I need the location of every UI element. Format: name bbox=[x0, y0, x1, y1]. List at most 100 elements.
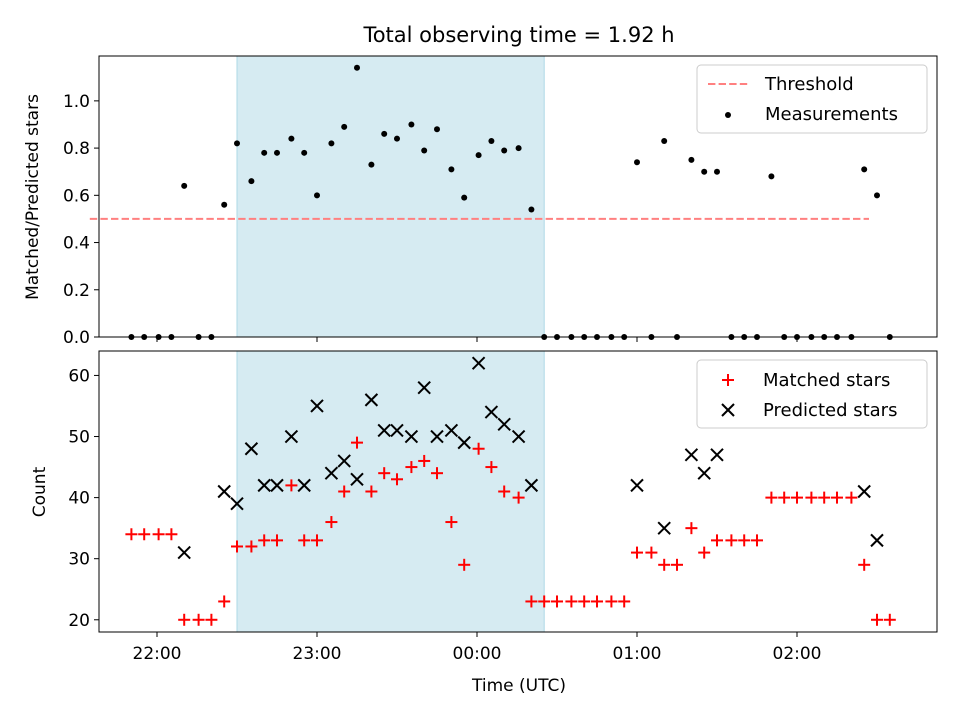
matched-star-marker bbox=[551, 595, 563, 608]
matched-star-marker bbox=[498, 485, 511, 498]
top-legend-box bbox=[696, 64, 928, 134]
measurement-point bbox=[421, 147, 428, 154]
matched-star-marker bbox=[485, 461, 498, 474]
matched-star-marker bbox=[231, 540, 243, 553]
predicted-star-marker bbox=[257, 478, 271, 493]
legend-measurements-swatch bbox=[725, 112, 731, 118]
measurement-point bbox=[768, 173, 775, 180]
bottom-legend-box bbox=[696, 359, 928, 429]
measurement-point bbox=[634, 159, 640, 166]
matched-star-marker bbox=[883, 613, 896, 626]
matched-star-marker bbox=[245, 540, 258, 553]
measurement-point bbox=[515, 145, 522, 152]
measurement-point bbox=[461, 194, 468, 201]
top-y-tick-label: 0.0 bbox=[63, 328, 90, 348]
measurement-point bbox=[528, 206, 535, 213]
top-panel: 0.0 0.2 0.4 0.6 0.8 1.0 Total observing time … bbox=[23, 23, 938, 348]
predicted-star-marker bbox=[430, 429, 444, 444]
bottom-axes-frame bbox=[98, 350, 938, 633]
legend-matched-swatch bbox=[722, 374, 734, 386]
matched-star-marker bbox=[285, 479, 298, 492]
matched-star-marker bbox=[391, 473, 403, 486]
measurement-point bbox=[288, 135, 295, 142]
predicted-star-marker bbox=[444, 423, 459, 438]
matched-star-marker bbox=[858, 558, 871, 571]
matched-star-marker bbox=[311, 534, 323, 547]
bottom-y-tick-label: 50 bbox=[68, 428, 90, 448]
matched-star-marker bbox=[365, 485, 378, 498]
top-legend: Threshold Measurements bbox=[696, 64, 928, 134]
predicted-star-marker bbox=[630, 478, 644, 493]
bottom-y-tick-label: 60 bbox=[68, 366, 90, 386]
predicted-star-marker bbox=[230, 497, 244, 511]
matched-star-marker bbox=[192, 613, 205, 626]
matched-star-marker bbox=[218, 595, 231, 608]
matched-star-marker bbox=[805, 491, 818, 504]
matched-star-marker bbox=[351, 436, 363, 449]
top-x-ticks bbox=[156, 337, 798, 342]
matched-star-marker bbox=[525, 595, 538, 608]
predicted-star-marker bbox=[511, 429, 526, 444]
matched-star-marker bbox=[698, 546, 711, 559]
matched-star-marker bbox=[751, 534, 763, 547]
legend-measurements-label: Measurements bbox=[765, 104, 898, 125]
matched-star-marker bbox=[472, 442, 485, 455]
measurement-point bbox=[368, 161, 375, 168]
legend-predicted-label: Predicted stars bbox=[763, 400, 897, 421]
predicted-star-marker bbox=[484, 405, 499, 419]
matched-star-marker bbox=[512, 491, 525, 504]
predicted-star-marker bbox=[350, 472, 364, 486]
predicted-star-markers bbox=[177, 356, 884, 560]
predicted-star-marker bbox=[471, 356, 486, 370]
legend-matched-label: Matched stars bbox=[763, 370, 890, 391]
bottom-x-ticks: 22:00 23:00 00:00 01:00 02:00 bbox=[133, 632, 822, 664]
measurement-point bbox=[261, 149, 268, 156]
predicted-star-marker bbox=[324, 466, 339, 480]
predicted-star-marker bbox=[697, 466, 711, 480]
predicted-star-marker bbox=[284, 429, 299, 444]
predicted-star-marker bbox=[337, 454, 351, 468]
predicted-star-marker bbox=[870, 533, 884, 548]
bottom-x-tick-label: 23:00 bbox=[293, 644, 342, 664]
measurement-point bbox=[501, 147, 508, 154]
bottom-panel: 20 30 40 50 60 22:00 23:00 00:00 01:00 02:00 Tim… bbox=[30, 350, 938, 696]
measurement-point bbox=[874, 192, 880, 199]
measurement-point bbox=[475, 152, 482, 159]
matched-star-marker bbox=[578, 595, 591, 608]
matched-star-marker bbox=[325, 516, 338, 529]
matched-star-marker bbox=[418, 454, 431, 467]
measurement-point bbox=[701, 168, 708, 175]
predicted-star-marker bbox=[657, 521, 671, 535]
top-y-tick-label: 1.0 bbox=[63, 92, 90, 112]
matched-star-marker bbox=[125, 528, 138, 541]
matched-star-marker bbox=[591, 595, 603, 608]
matched-star-marker bbox=[445, 516, 458, 529]
predicted-star-marker bbox=[270, 478, 284, 493]
matched-star-marker bbox=[431, 467, 443, 480]
matched-star-marker bbox=[205, 613, 218, 626]
bottom-y-ticks: 20 30 40 50 60 bbox=[68, 366, 99, 631]
predicted-star-marker bbox=[417, 380, 431, 395]
matched-star-marker bbox=[565, 595, 578, 608]
predicted-star-marker bbox=[497, 417, 511, 432]
measurement-point bbox=[448, 166, 455, 173]
matched-star-marker bbox=[658, 558, 671, 571]
top-y-axis-label: Matched/Predicted stars bbox=[23, 94, 43, 300]
measurement-point bbox=[434, 126, 440, 133]
matched-star-marker bbox=[538, 595, 551, 608]
predicted-star-marker bbox=[364, 393, 379, 407]
bottom-y-tick-label: 40 bbox=[68, 489, 90, 509]
predicted-star-marker bbox=[217, 484, 231, 499]
measurement-point bbox=[714, 168, 720, 175]
predicted-star-marker bbox=[404, 429, 419, 444]
measurement-point bbox=[221, 201, 228, 208]
matched-star-marker bbox=[791, 491, 803, 504]
measurement-point bbox=[341, 123, 348, 130]
matched-star-marker bbox=[378, 467, 391, 480]
predicted-star-marker bbox=[524, 478, 539, 493]
predicted-star-marker bbox=[244, 442, 259, 456]
measurement-point bbox=[274, 149, 280, 156]
bottom-x-tick-label: 02:00 bbox=[773, 644, 822, 664]
measurement-point bbox=[248, 178, 255, 185]
